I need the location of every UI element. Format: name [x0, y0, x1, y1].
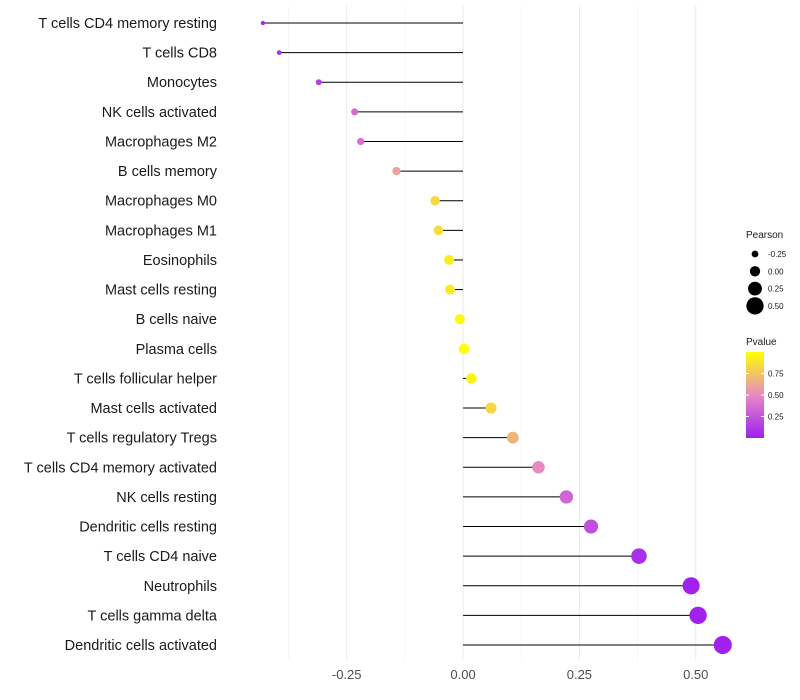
color-legend-bar [746, 352, 764, 438]
category-label: Plasma cells [136, 342, 217, 358]
lollipop-segments [262, 22, 723, 646]
lollipop-point [444, 255, 455, 265]
category-label: T cells follicular helper [74, 371, 217, 387]
lollipop-point [485, 402, 497, 414]
category-label: Dendritic cells activated [65, 638, 217, 654]
grid-lines [288, 6, 697, 660]
lollipop-point [276, 50, 282, 56]
color-legend: Pvalue 0.75 0.50 0.25 [746, 337, 784, 438]
category-label: Macrophages M2 [105, 134, 217, 150]
size-legend-label: -0.25 [768, 250, 787, 259]
x-tick-label: 0.00 [450, 667, 475, 682]
lollipop-point [315, 79, 322, 86]
lollipop-point [583, 519, 599, 534]
x-axis-ticks: -0.25 0.00 0.25 0.50 [332, 667, 709, 682]
size-legend-key [746, 297, 764, 315]
category-label: Monocytes [147, 75, 217, 91]
lollipop-point [682, 577, 700, 595]
size-legend-key [749, 266, 761, 277]
category-label: T cells CD4 memory activated [24, 460, 217, 476]
lollipop-point [260, 20, 266, 26]
lollipop-point [392, 166, 401, 176]
lollipop-point [689, 606, 707, 625]
size-legend-key [748, 281, 762, 296]
lollipop-point [532, 461, 545, 474]
category-label: T cells CD8 [142, 46, 217, 62]
category-label: T cells regulatory Tregs [67, 431, 217, 447]
lollipop-point [351, 108, 359, 116]
lollipop-point [713, 635, 732, 655]
category-label: T cells gamma delta [88, 608, 218, 624]
size-legend-label: 0.00 [768, 267, 784, 276]
category-label: T cells CD4 memory resting [38, 16, 217, 32]
size-legend-key [751, 250, 759, 258]
category-label: NK cells resting [116, 490, 217, 506]
category-label: Mast cells resting [105, 283, 217, 299]
x-tick-label: 0.50 [683, 667, 708, 682]
lollipop-point [458, 343, 470, 354]
category-label: Macrophages M1 [105, 223, 217, 239]
category-label: NK cells activated [102, 105, 217, 121]
lollipop-point [559, 490, 574, 504]
category-label: B cells memory [118, 164, 218, 180]
category-label: Mast cells activated [90, 401, 217, 417]
x-tick-label: -0.25 [332, 667, 362, 682]
lollipop-point [466, 373, 477, 384]
color-legend-label: 0.75 [768, 370, 784, 379]
category-label: Macrophages M0 [105, 194, 217, 210]
lollipop-point [631, 548, 647, 564]
size-legend-label: 0.25 [768, 285, 784, 294]
category-label: Dendritic cells resting [79, 520, 217, 536]
lollipop-point [433, 225, 444, 236]
lollipop-point [445, 284, 455, 295]
lollipop-point [506, 431, 519, 444]
size-legend-title: Pearson [746, 230, 783, 241]
size-legend-label: 0.50 [768, 302, 784, 311]
category-label: B cells naive [136, 312, 217, 328]
lollipop-point [454, 314, 465, 325]
category-labels: T cells CD4 memory resting T cells CD8 Mon… [24, 16, 218, 654]
color-legend-title: Pvalue [746, 337, 777, 348]
lollipop-points [260, 20, 732, 655]
x-tick-label: 0.25 [567, 667, 592, 682]
category-label: Eosinophils [143, 253, 217, 269]
color-legend-label: 0.25 [768, 413, 784, 422]
category-label: T cells CD4 naive [104, 549, 217, 565]
lollipop-point [357, 137, 365, 146]
size-legend: Pearson -0.25 0.00 0.25 0.50 [746, 230, 787, 315]
color-legend-label: 0.50 [768, 391, 784, 400]
lollipop-point [430, 195, 440, 206]
category-label: Neutrophils [144, 579, 217, 595]
